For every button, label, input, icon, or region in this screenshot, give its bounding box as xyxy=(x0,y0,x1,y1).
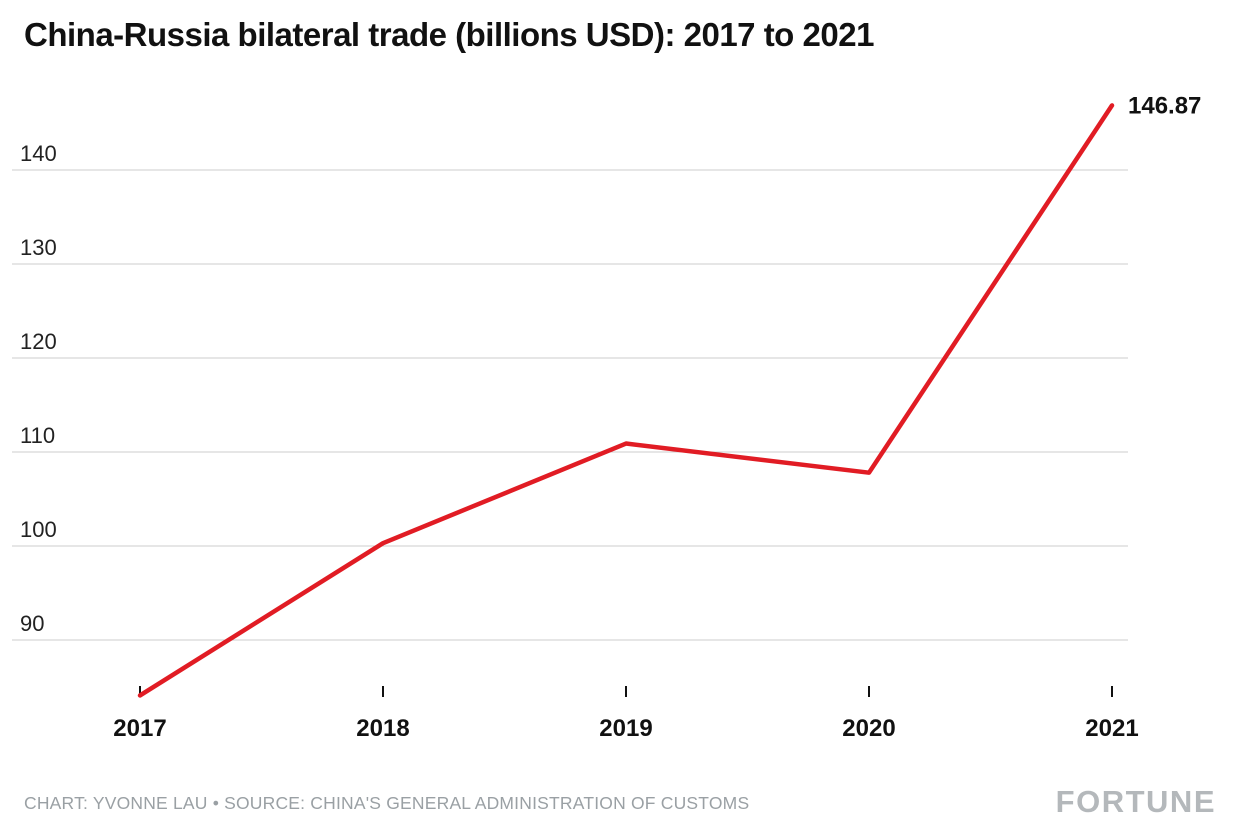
x-axis-label: 2019 xyxy=(599,715,652,742)
trade-line-series xyxy=(137,103,1115,698)
end-value-label: 146.87 xyxy=(1128,92,1201,119)
y-axis-label: 110 xyxy=(20,423,55,448)
fortune-logo: FORTUNE xyxy=(1055,784,1216,819)
x-axis-label: 2021 xyxy=(1085,715,1138,742)
x-axis-label: 2018 xyxy=(356,715,409,742)
y-axis-label: 120 xyxy=(20,329,57,354)
y-axis-label: 130 xyxy=(20,235,57,260)
x-axis-label: 2020 xyxy=(842,715,895,742)
y-axis-label: 100 xyxy=(20,517,57,542)
chart-title: China-Russia bilateral trade (billions U… xyxy=(24,16,874,53)
y-axis-label: 90 xyxy=(20,611,44,636)
chart-credit: CHART: YVONNE LAU • SOURCE: CHINA'S GENE… xyxy=(24,793,750,813)
x-axis-label: 2017 xyxy=(113,715,166,742)
y-axis-label: 140 xyxy=(20,141,57,166)
